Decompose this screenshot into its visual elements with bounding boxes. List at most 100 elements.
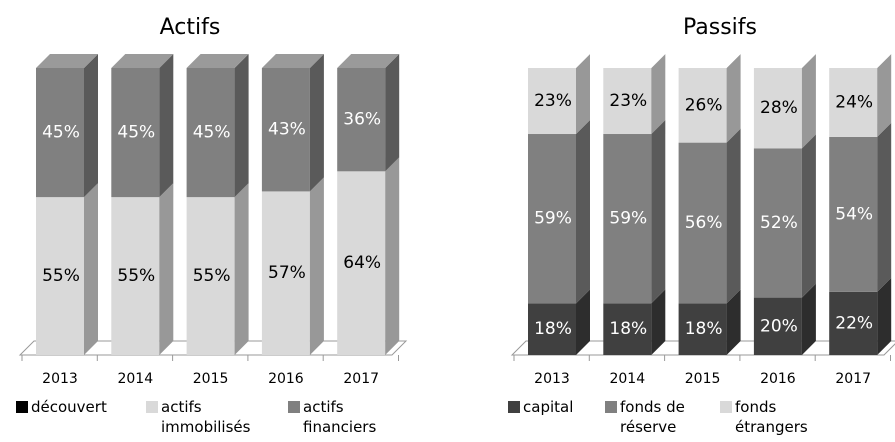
legend-swatch	[288, 401, 300, 413]
x-tick-label: 2013	[42, 371, 78, 387]
legend-label: actifs financiers	[303, 398, 377, 436]
data-label: 43%	[268, 120, 306, 140]
x-tick-label: 2015	[193, 371, 229, 387]
bar-top	[528, 54, 590, 68]
legend-swatch	[16, 401, 28, 413]
bar-side	[234, 183, 249, 355]
bar-segment	[678, 142, 727, 304]
bar-segment	[829, 68, 878, 137]
bar-segment	[753, 148, 802, 298]
bar-segment	[36, 68, 84, 198]
data-label: 59%	[534, 209, 572, 229]
x-tick-label: 2015	[685, 371, 721, 387]
legend-item: actifs immobilisés	[146, 397, 288, 437]
bar-side	[801, 283, 816, 355]
bar-side	[576, 54, 590, 135]
bar-side	[651, 289, 666, 355]
legend-label: découvert	[31, 398, 107, 416]
data-label: 57%	[268, 263, 306, 283]
data-label: 18%	[534, 319, 572, 339]
bar-side	[159, 54, 174, 198]
bar-segment	[603, 303, 652, 355]
bar-side	[877, 122, 892, 292]
data-label: 55%	[117, 266, 155, 286]
x-tick-label: 2014	[117, 371, 153, 387]
x-tick-label: 2014	[609, 371, 645, 387]
bar-side	[234, 54, 249, 198]
legend-item: actifs financiers	[288, 397, 408, 437]
bar-segment	[528, 134, 576, 304]
bar-side	[309, 177, 324, 355]
bar-side	[309, 54, 324, 192]
bar-segment	[261, 191, 310, 355]
data-label: 45%	[42, 123, 80, 143]
legend: capital fonds de réserve fonds étrangers	[508, 397, 830, 437]
bar-side	[576, 289, 590, 355]
bar-top	[337, 54, 400, 68]
legend-item: capital	[508, 397, 605, 437]
bar-segment	[337, 68, 386, 172]
bar-side	[877, 277, 892, 355]
bar-side	[385, 157, 400, 355]
data-label: 54%	[835, 204, 873, 224]
bar-segment	[753, 297, 802, 355]
chart-title: Passifs	[683, 15, 757, 40]
data-label: 18%	[685, 319, 723, 339]
bar-top	[603, 54, 666, 68]
data-label: 18%	[609, 319, 647, 339]
bar-side	[726, 128, 741, 304]
legend-item: fonds de réserve	[605, 397, 720, 437]
chart-title: Actifs	[160, 15, 221, 40]
bar-segment	[36, 197, 84, 355]
data-label: 59%	[609, 209, 647, 229]
legend-item: découvert	[16, 397, 146, 437]
legend-swatch	[146, 401, 158, 413]
bar-segment	[186, 68, 235, 198]
x-tick-label: 2013	[534, 371, 570, 387]
bar-segment	[603, 134, 652, 304]
legend-label: fonds de réserve	[620, 398, 685, 436]
bar-segment	[528, 68, 576, 135]
data-label: 64%	[343, 253, 381, 273]
bar-segment	[111, 68, 160, 198]
data-label: 22%	[835, 313, 873, 333]
bar-top	[36, 54, 98, 68]
data-label: 55%	[42, 266, 80, 286]
bar-top	[678, 54, 741, 68]
bar-side	[651, 120, 666, 304]
bar-side	[801, 54, 816, 149]
bar-side	[576, 120, 590, 304]
bar-segment	[261, 68, 310, 192]
bar-segment	[829, 136, 878, 292]
x-tick-label: 2017	[343, 371, 379, 387]
bar-side	[877, 54, 892, 137]
bar-segment	[678, 303, 727, 355]
bar-segment	[111, 197, 160, 355]
data-label: 55%	[193, 266, 231, 286]
legend-swatch	[720, 401, 732, 413]
data-label: 20%	[760, 316, 798, 336]
bar-top	[753, 54, 816, 68]
bar-top	[186, 54, 249, 68]
legend-label: actifs immobilisés	[161, 398, 251, 436]
x-tick-label: 2017	[835, 371, 871, 387]
x-tick-label: 2016	[268, 371, 304, 387]
data-label: 45%	[117, 123, 155, 143]
legend: découvert actifs immobilisés actifs financ…	[16, 397, 408, 437]
bar-side	[726, 289, 741, 355]
data-label: 24%	[835, 92, 873, 112]
legend-swatch	[508, 401, 520, 413]
bar-segment	[753, 68, 802, 149]
legend-label: capital	[523, 398, 574, 416]
bar-side	[84, 54, 98, 198]
x-tick-label: 2016	[760, 371, 796, 387]
data-label: 28%	[760, 98, 798, 118]
bar-segment	[186, 197, 235, 355]
bar-side	[159, 183, 174, 355]
bar-top	[111, 54, 174, 68]
data-label: 23%	[609, 91, 647, 111]
data-label: 36%	[343, 110, 381, 130]
bar-side	[726, 54, 741, 143]
bar-side	[385, 54, 400, 172]
